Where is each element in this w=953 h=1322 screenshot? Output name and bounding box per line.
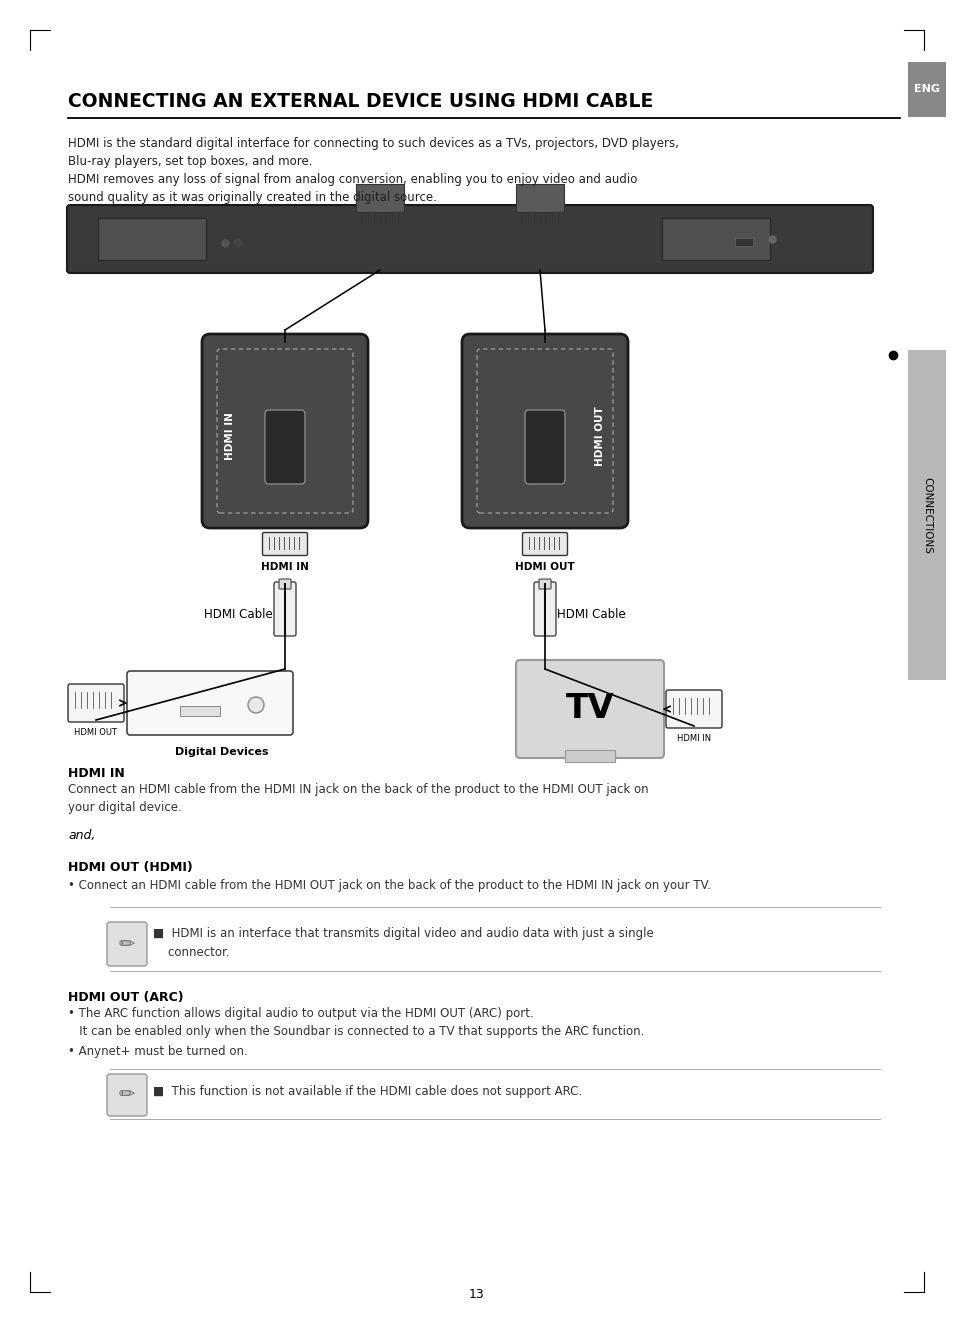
Text: ✏: ✏ bbox=[119, 935, 135, 953]
FancyBboxPatch shape bbox=[524, 410, 564, 484]
FancyBboxPatch shape bbox=[127, 672, 293, 735]
Text: TV: TV bbox=[565, 693, 614, 726]
FancyBboxPatch shape bbox=[278, 579, 291, 590]
Text: HDMI OUT (ARC): HDMI OUT (ARC) bbox=[68, 992, 183, 1003]
Bar bbox=[564, 750, 615, 761]
FancyBboxPatch shape bbox=[202, 334, 368, 527]
FancyBboxPatch shape bbox=[516, 660, 663, 758]
Text: Connect an HDMI cable from the HDMI IN jack on the back of the product to the HD: Connect an HDMI cable from the HDMI IN j… bbox=[68, 783, 648, 814]
Text: HDMI IN: HDMI IN bbox=[677, 734, 710, 743]
Text: HDMI OUT: HDMI OUT bbox=[74, 728, 117, 736]
Bar bbox=[734, 238, 752, 246]
Text: CONNECTIONS: CONNECTIONS bbox=[921, 476, 931, 554]
Circle shape bbox=[248, 697, 264, 713]
Text: HDMI is the standard digital interface for connecting to such devices as a TVs, : HDMI is the standard digital interface f… bbox=[68, 137, 679, 168]
Bar bbox=[180, 706, 220, 717]
FancyBboxPatch shape bbox=[665, 690, 721, 728]
FancyBboxPatch shape bbox=[262, 533, 307, 555]
Bar bbox=[907, 350, 945, 680]
FancyBboxPatch shape bbox=[461, 334, 627, 527]
Text: ENG: ENG bbox=[913, 85, 939, 94]
Text: HDMI OUT (HDMI): HDMI OUT (HDMI) bbox=[68, 861, 193, 874]
FancyBboxPatch shape bbox=[265, 410, 305, 484]
Text: ✏: ✏ bbox=[119, 1085, 135, 1104]
Text: • The ARC function allows digital audio to output via the HDMI OUT (ARC) port.
 : • The ARC function allows digital audio … bbox=[68, 1007, 643, 1039]
FancyBboxPatch shape bbox=[67, 205, 872, 274]
Text: HDMI OUT: HDMI OUT bbox=[595, 406, 604, 465]
Bar bbox=[661, 218, 769, 260]
Bar bbox=[98, 218, 206, 260]
Bar bbox=[355, 184, 403, 212]
Text: ■  This function is not available if the HDMI cable does not support ARC.: ■ This function is not available if the … bbox=[152, 1085, 581, 1099]
Text: HDMI IN: HDMI IN bbox=[68, 767, 125, 780]
FancyBboxPatch shape bbox=[107, 921, 147, 966]
Text: HDMI OUT: HDMI OUT bbox=[515, 562, 575, 572]
Text: HDMI IN: HDMI IN bbox=[261, 562, 309, 572]
FancyBboxPatch shape bbox=[107, 1073, 147, 1116]
Text: • Anynet+ must be turned on.: • Anynet+ must be turned on. bbox=[68, 1044, 248, 1058]
Text: HDMI Cable: HDMI Cable bbox=[557, 608, 625, 620]
FancyBboxPatch shape bbox=[538, 579, 551, 590]
Text: ■  HDMI is an interface that transmits digital video and audio data with just a : ■ HDMI is an interface that transmits di… bbox=[152, 927, 653, 958]
FancyBboxPatch shape bbox=[522, 533, 567, 555]
Text: Digital Devices: Digital Devices bbox=[175, 747, 269, 758]
Bar bbox=[907, 62, 945, 118]
FancyBboxPatch shape bbox=[68, 683, 124, 722]
FancyBboxPatch shape bbox=[534, 582, 556, 636]
Circle shape bbox=[233, 239, 242, 247]
Text: and,: and, bbox=[68, 829, 95, 842]
Text: 13: 13 bbox=[469, 1289, 484, 1301]
Text: HDMI removes any loss of signal from analog conversion, enabling you to enjoy vi: HDMI removes any loss of signal from ana… bbox=[68, 173, 637, 205]
Text: HDMI IN: HDMI IN bbox=[225, 412, 234, 460]
Text: HDMI Cable: HDMI Cable bbox=[204, 608, 273, 620]
Bar bbox=[516, 184, 563, 212]
Text: • Connect an HDMI cable from the HDMI OUT jack on the back of the product to the: • Connect an HDMI cable from the HDMI OU… bbox=[68, 879, 710, 892]
Text: CONNECTING AN EXTERNAL DEVICE USING HDMI CABLE: CONNECTING AN EXTERNAL DEVICE USING HDMI… bbox=[68, 93, 653, 111]
FancyBboxPatch shape bbox=[274, 582, 295, 636]
